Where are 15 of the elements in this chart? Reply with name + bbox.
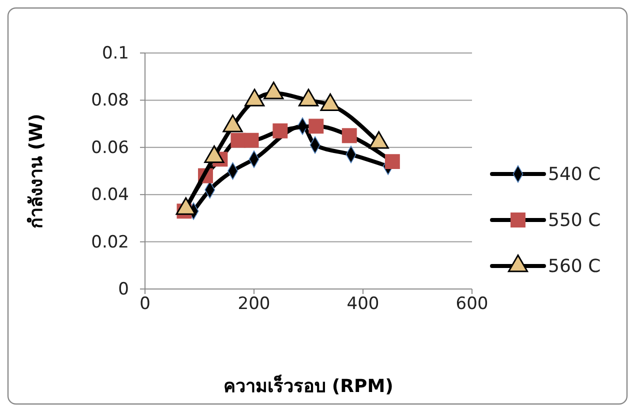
legend-label: 560 C bbox=[548, 256, 601, 277]
y-tick-label: 0 bbox=[118, 279, 129, 300]
legend-label: 550 C bbox=[548, 210, 601, 231]
y-tick-label: 0.02 bbox=[91, 232, 129, 252]
x-tick-label: 400 bbox=[346, 294, 380, 314]
y-tick-label: 0.06 bbox=[91, 138, 129, 158]
legend-label: 540 C bbox=[548, 164, 601, 185]
y-tick-label: 0.04 bbox=[91, 185, 129, 206]
x-axis-title: ความเร็วรอบ (RPM) bbox=[224, 374, 394, 397]
x-tick-label: 0 bbox=[140, 294, 150, 314]
x-tick-label: 200 bbox=[238, 294, 270, 314]
y-tick-label: 0.1 bbox=[102, 43, 129, 64]
x-tick-label: 600 bbox=[456, 294, 488, 314]
y-axis-title: กำลังงาน (W) bbox=[26, 114, 47, 228]
y-tick-label: 0.08 bbox=[91, 90, 129, 111]
